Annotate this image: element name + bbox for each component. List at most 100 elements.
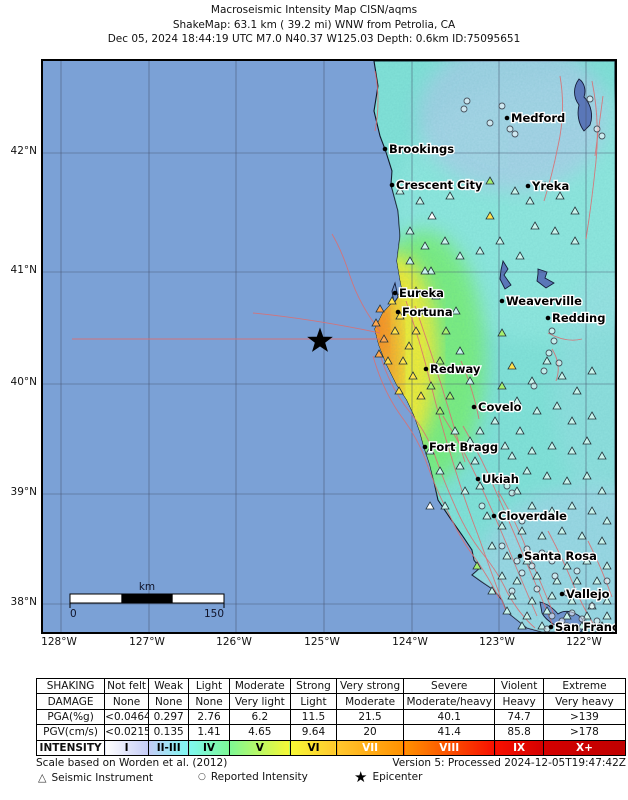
- lon-tick-label: 128°W: [41, 636, 77, 648]
- seismic-instrument-icon: [542, 551, 552, 560]
- legend-cell: Not felt: [104, 677, 149, 695]
- reported-intensity-icon: [508, 489, 516, 497]
- legend-cell: Very light: [228, 693, 291, 710]
- seismic-instrument-icon: [567, 501, 577, 510]
- city-label: Fortuna: [402, 305, 453, 319]
- scalebar: 0 150 km: [69, 581, 225, 620]
- city-label: Medford: [511, 111, 565, 125]
- reported-intensity-icon: [533, 585, 541, 593]
- legend-cell: 0.135: [147, 724, 190, 741]
- legend-cell: Extreme: [542, 677, 627, 695]
- lon-tick-label: 122°W: [566, 636, 602, 648]
- reported-intensity-icon: [548, 557, 556, 565]
- legend-cell: 6.2: [228, 708, 291, 726]
- legend-item-circle: ○ Reported Intensity: [198, 771, 308, 783]
- reported-intensity-icon: [518, 569, 526, 577]
- fault-line: [374, 70, 379, 132]
- seismic-instrument-icon: [547, 441, 557, 450]
- seismic-instrument-icon: [502, 551, 512, 560]
- shaking-row: SHAKING Not felt Weak Light Moderate Strong Ve…: [35, 677, 627, 695]
- lake: [499, 259, 512, 290]
- legend-cell: Light: [289, 693, 338, 710]
- seismic-instrument-icon: [390, 326, 400, 335]
- city-label: Santa Rosa: [524, 549, 597, 563]
- legend-cell: 1.41: [188, 724, 230, 741]
- seismic-instrument-icon: [420, 266, 430, 275]
- city-dot: [517, 553, 523, 559]
- legend-cell: None: [188, 693, 230, 710]
- title-block: Macroseismic Intensity Map CISN/aqms Sha…: [0, 3, 628, 47]
- reported-intensity-icon: [563, 622, 571, 630]
- star-icon: ★: [354, 768, 368, 786]
- intensity-row: INTENSITY I II-III IV V VI VII VIII IX X+: [35, 739, 627, 756]
- fault-line: [497, 490, 555, 616]
- reported-intensity-icon: [528, 562, 536, 570]
- seismic-instrument-icon: [455, 251, 465, 260]
- seismic-instrument-icon: [572, 386, 582, 395]
- lat-tick-label: 42°N: [10, 145, 37, 157]
- seismic-instrument-icon: [572, 576, 582, 585]
- row-label: SHAKING: [35, 677, 106, 695]
- seismic-instrument-icon: [427, 211, 437, 220]
- row-label: DAMAGE: [35, 693, 106, 710]
- seismic-instrument-icon: [470, 456, 480, 465]
- city-dot: [422, 444, 428, 450]
- seismic-instrument-icon: [587, 411, 597, 420]
- seismic-instrument-icon: [552, 401, 562, 410]
- seismic-instrument-icon: [537, 531, 547, 540]
- legend-item-star: ★ Epicenter: [354, 768, 422, 786]
- seismic-instrument-icon: [582, 556, 592, 565]
- map-canvas: Medford Brookings Crescent City Yreka Eureka…: [43, 61, 615, 632]
- reported-intensity-icon: [545, 349, 553, 357]
- intensity-cell: X+: [542, 739, 627, 756]
- fault-line: [460, 360, 480, 420]
- city-label: Weaverville: [506, 294, 582, 308]
- legend-label: Seismic Instrument: [51, 771, 154, 784]
- footer-notes: Scale based on Worden et al. (2012) Vers…: [36, 757, 626, 769]
- legend-cell: 11.5: [289, 708, 338, 726]
- reported-intensity-icon: [551, 572, 559, 580]
- row-label: INTENSITY: [35, 739, 106, 756]
- epicenter-star: [307, 327, 333, 352]
- seismic-instrument-icon: [398, 356, 408, 365]
- seismic-instrument-icon: [394, 386, 404, 395]
- pgv-row: PGV(cm/s) <0.0215 0.135 1.41 4.65 9.64 20 41.4 8…: [35, 724, 627, 741]
- city-dot: [395, 309, 401, 315]
- lakes-bays: [391, 78, 592, 632]
- fault-line: [378, 350, 536, 629]
- reported-intensity-icon: [548, 612, 556, 620]
- seismic-instrument-icon: [512, 576, 522, 585]
- legend-cell: <0.0215: [104, 724, 149, 741]
- epicenter-star-icon: [307, 327, 333, 352]
- seismic-instrument-icon: [375, 304, 385, 313]
- legend-cell: None: [104, 693, 149, 710]
- seismic-instrument-icon: [426, 381, 436, 390]
- row-label: PGA(%g): [35, 708, 106, 726]
- fault-line: [462, 425, 554, 627]
- reported-intensities: [460, 95, 611, 632]
- seismic-instrument-icon: [426, 266, 436, 275]
- seismic-instrument-icon: [542, 606, 552, 615]
- city-label: Yreka: [531, 179, 569, 193]
- seismic-instrument-icon: [557, 526, 567, 535]
- seismic-instrument-icon: [455, 346, 465, 355]
- seismic-instrument-icon: [562, 561, 572, 570]
- seismic-instrument-icon: [425, 446, 435, 455]
- reported-intensity-icon: [555, 359, 563, 367]
- seismic-instrument-icon: [472, 561, 482, 570]
- seismic-instrument-icon: [542, 471, 552, 480]
- symbol-legend: △ Seismic Instrument ○ Reported Intensity ★ E…: [36, 768, 626, 787]
- seismic-instrument-icon: [411, 286, 421, 295]
- seismic-instrument-icon: [570, 206, 580, 215]
- scalebar-label: 0: [70, 608, 77, 620]
- seismic-instrument-icon: [527, 596, 537, 605]
- seismic-instrument-icon: [517, 526, 527, 535]
- seismic-instrument-icon: [441, 326, 451, 335]
- row-label: PGV(cm/s): [35, 724, 106, 741]
- seismic-instrument-icon: [465, 181, 475, 190]
- legend-cell: Weak: [147, 677, 190, 695]
- seismic-instrument-icon: [582, 611, 592, 620]
- seismic-instrument-icon: [460, 486, 470, 495]
- reported-intensity-icon: [530, 382, 538, 390]
- scale-note: Scale based on Worden et al. (2012): [36, 757, 228, 769]
